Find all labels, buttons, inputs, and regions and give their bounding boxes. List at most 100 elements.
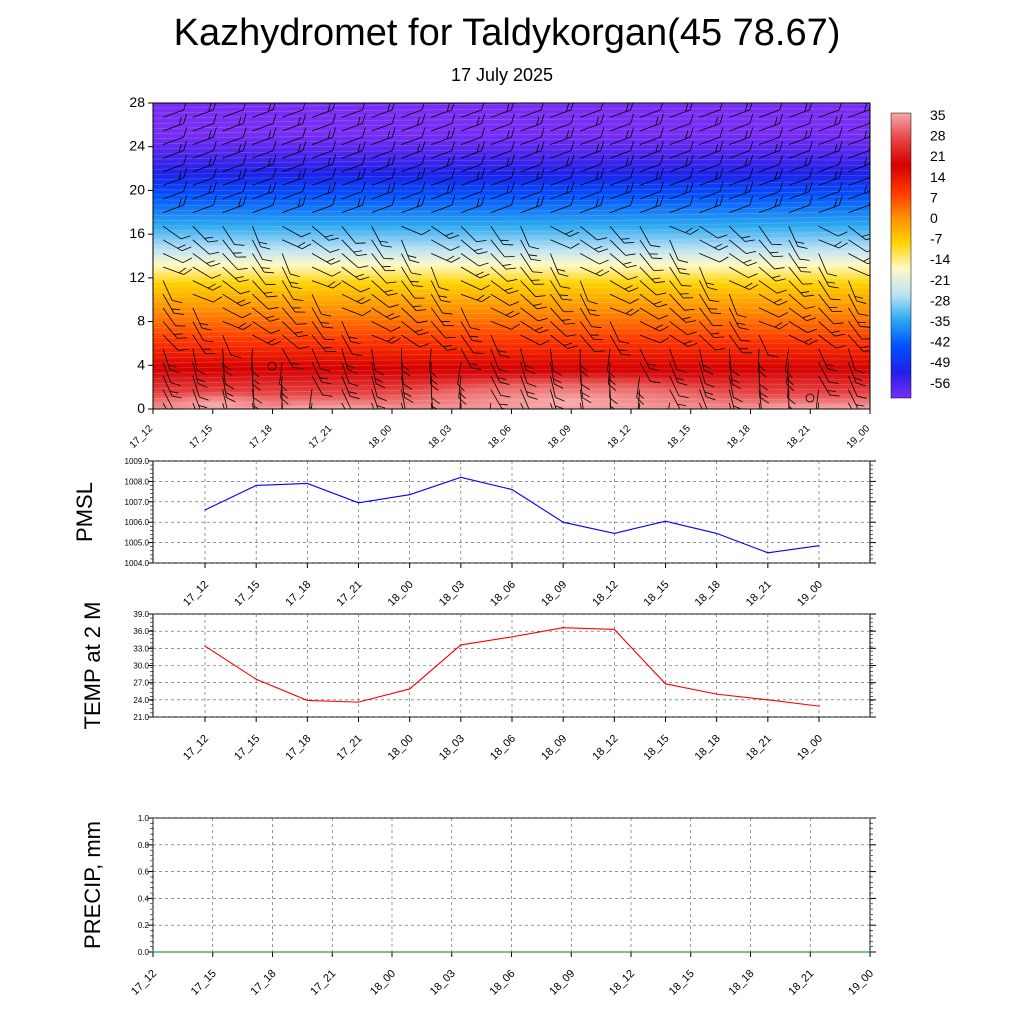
contour-line [153, 363, 870, 369]
barb-shaft [728, 253, 748, 267]
barb-shaft [430, 266, 440, 288]
barb-flag [526, 382, 537, 388]
barb-shaft [311, 253, 332, 265]
barb-flag [460, 411, 468, 417]
barb-flag [476, 171, 480, 180]
barb-flag [407, 255, 417, 258]
x-tick-label: 19_00 [795, 733, 825, 763]
wind-barb [550, 307, 576, 325]
data-point [767, 699, 769, 701]
wind-barb [550, 113, 575, 132]
barb-flag [719, 168, 724, 178]
wind-barb [669, 168, 694, 186]
barb-flag [827, 368, 838, 372]
barb-flag [391, 140, 396, 151]
wind-barb [222, 253, 248, 270]
barb-shaft [401, 163, 423, 173]
wind-barb [669, 103, 694, 118]
barb-shaft [609, 163, 631, 173]
wind-barb [669, 362, 688, 386]
wind-barb [639, 168, 664, 186]
barb-flag [660, 154, 664, 165]
barb-shaft [669, 362, 679, 383]
barb-shaft [162, 177, 184, 186]
barb-flag [461, 425, 469, 431]
wind-barb [490, 266, 518, 282]
barb-shaft [550, 204, 572, 213]
barb-shaft [460, 163, 482, 173]
barb-flag [660, 103, 664, 110]
barb-shaft [788, 293, 806, 309]
barb-flag [622, 261, 632, 265]
wind-barb [669, 280, 694, 299]
barb-shaft [699, 307, 713, 326]
barb-shaft [728, 389, 735, 409]
wind-barb [282, 127, 307, 145]
wind-barb [728, 239, 757, 255]
wind-barb [728, 402, 737, 409]
barb-shaft [818, 334, 837, 349]
contour-lines [153, 103, 870, 409]
y-tick-label: 20 [129, 181, 145, 197]
barb-shaft [579, 334, 595, 352]
x-tick-label: 18_12 [607, 968, 637, 998]
barb-flag [896, 100, 904, 110]
barb-shaft [580, 123, 602, 132]
barb-flag [171, 395, 182, 399]
barb-shaft [490, 150, 512, 159]
barb-flag [749, 168, 754, 178]
barb-shaft [162, 294, 175, 314]
barb-shaft [728, 375, 734, 398]
data-point [630, 951, 632, 953]
wind-barb [309, 402, 313, 409]
barb-flag [540, 195, 545, 206]
barb-flag [540, 103, 545, 110]
barb-shaft [669, 307, 687, 323]
barb-flag [362, 127, 366, 138]
wind-barb [341, 103, 366, 118]
barb-flag [773, 298, 782, 304]
wind-barb [728, 294, 747, 318]
barb-shaft [460, 177, 482, 186]
wind-barb [490, 103, 515, 118]
contour-line [153, 281, 870, 287]
barb-shaft [490, 191, 512, 200]
barb-flag [173, 333, 183, 335]
wind-barb [192, 127, 217, 145]
wind-barb [371, 334, 401, 344]
barb-flag [625, 184, 629, 194]
barb-flag [565, 130, 570, 139]
wind-barb [609, 293, 639, 304]
data-point [409, 688, 411, 690]
wind-barb [784, 348, 793, 378]
barb-shaft [638, 402, 641, 409]
barb-shaft [192, 375, 200, 397]
barb-flag [689, 154, 694, 165]
wind-barb [430, 334, 457, 351]
barb-shaft [222, 266, 240, 283]
barb-flag [627, 276, 638, 280]
barb-flag [267, 338, 276, 344]
barb-shaft [282, 123, 304, 132]
data-point [613, 628, 615, 631]
y-axis-label: TEMP at 2 M [80, 602, 105, 730]
barb-shaft [729, 177, 751, 186]
wind-barb [699, 103, 724, 118]
barb-flag [863, 103, 868, 112]
wind-barb [848, 225, 870, 241]
barb-flag [178, 348, 189, 351]
barb-shaft [252, 204, 274, 213]
barb-flag [353, 250, 363, 253]
wind-barb [818, 168, 843, 186]
barb-shaft [579, 225, 598, 241]
barb-flag [798, 267, 807, 269]
x-tick-label: 19_00 [795, 579, 825, 609]
barb-shaft [878, 376, 884, 397]
barb-flag [206, 260, 215, 264]
barb-shaft [311, 136, 333, 145]
barb-flag [594, 245, 603, 250]
barb-flag [538, 317, 548, 322]
barb-flag [389, 304, 399, 308]
contour-line [153, 353, 870, 359]
wind-barb [282, 239, 312, 250]
